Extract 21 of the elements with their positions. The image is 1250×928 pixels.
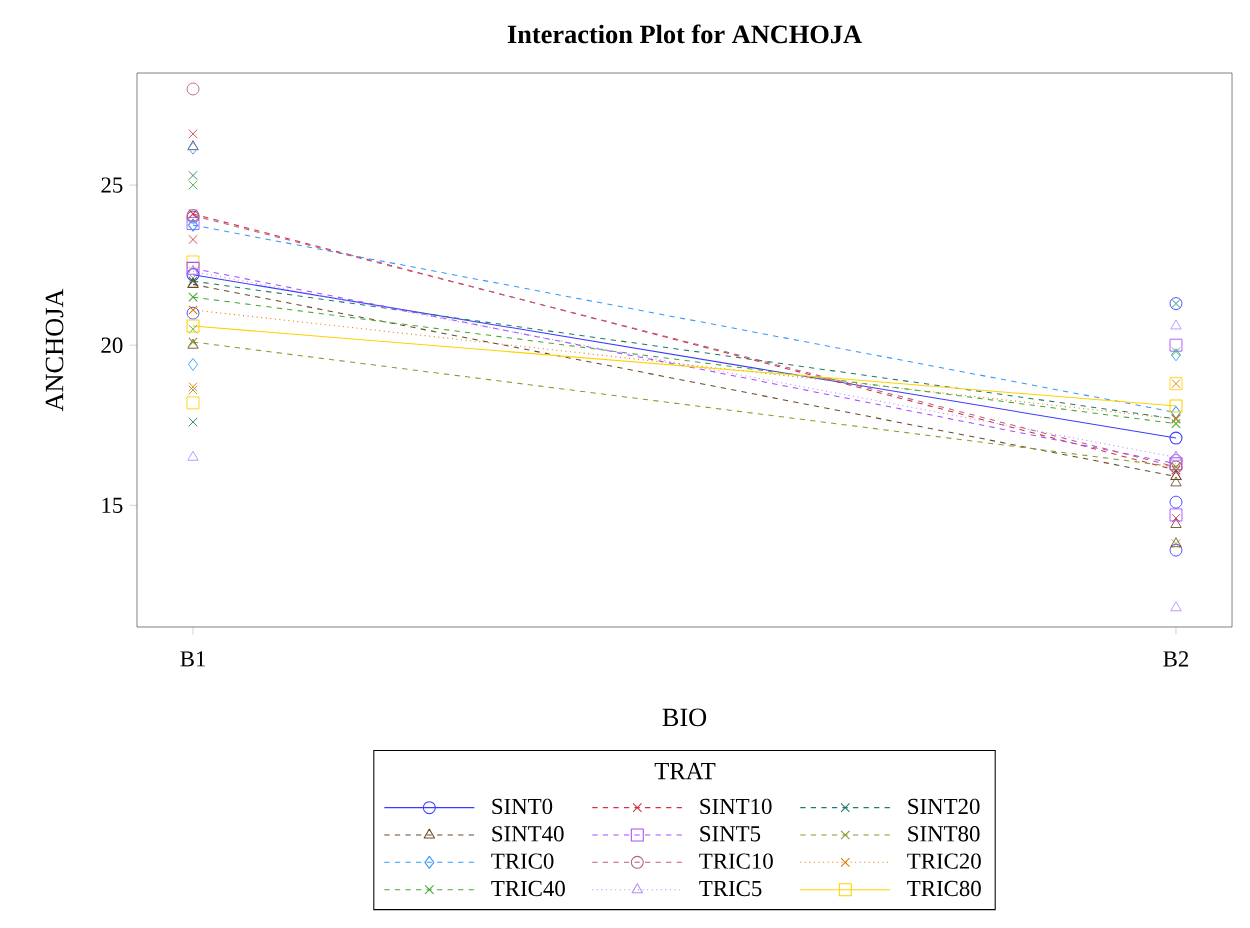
legend-label: SINT20	[908, 798, 980, 815]
y-axis-title: ANCHOJA	[45, 288, 64, 412]
legend-label: SINT5	[700, 826, 761, 842]
y-tick-label: 15	[102, 497, 123, 513]
x-tick-label: B1	[180, 651, 205, 667]
x-tick-label: B2	[1163, 651, 1189, 667]
legend-label: SINT0	[492, 798, 553, 815]
y-tick-label: 20	[101, 337, 123, 353]
legend-label: TRIC20	[907, 853, 981, 869]
legend-label: TRIC5	[699, 880, 762, 897]
legend-title: TRAT	[654, 762, 716, 780]
x-axis-title: BIO	[662, 708, 707, 727]
chart-title: Interaction Plot for ANCHOJA	[507, 24, 862, 44]
legend-label: TRIC80	[907, 880, 981, 897]
legend-label: TRIC0	[491, 853, 554, 869]
y-tick-label: 25	[101, 177, 123, 193]
legend-label: SINT40	[492, 826, 564, 842]
legend-label: TRIC40	[491, 880, 565, 897]
legend-label: SINT80	[908, 826, 980, 842]
legend-label: TRIC10	[699, 853, 773, 869]
legend-label: SINT10	[700, 798, 772, 815]
